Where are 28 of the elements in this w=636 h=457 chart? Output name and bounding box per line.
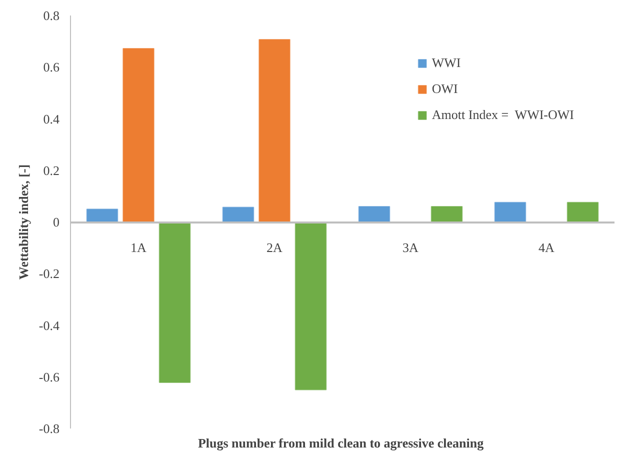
bar <box>566 202 599 222</box>
y-tick-label: -0.2 <box>38 266 60 282</box>
bar <box>222 206 254 222</box>
y-tick-label: 0.2 <box>43 162 60 178</box>
y-tick-label: -0.4 <box>38 318 60 333</box>
y-tick-label: -0.6 <box>38 369 60 384</box>
bar <box>294 222 327 390</box>
y-tick-label: 0 <box>53 214 60 230</box>
y-tick-label: 0.6 <box>43 60 60 75</box>
y-tick-label: 0.4 <box>43 111 60 126</box>
x-axis-title: Plugs number from mild clean to agressive cleaning <box>198 436 484 450</box>
x-tick-label: 2A <box>266 240 284 255</box>
bar <box>122 48 154 222</box>
x-tick-label: 4A <box>538 240 556 255</box>
y-axis-title: Wettability index, [-] <box>16 164 31 280</box>
legend-label: WWI <box>432 55 461 71</box>
bar <box>494 202 526 222</box>
bar <box>158 222 191 384</box>
bar <box>86 208 118 222</box>
y-tick-label: -0.8 <box>38 421 60 436</box>
bar <box>430 206 463 222</box>
x-tick-label: 1A <box>130 240 148 255</box>
x-tick-label: 3A <box>402 240 420 255</box>
legend-label: OWI <box>432 81 458 97</box>
bar <box>358 206 390 222</box>
bar <box>258 39 290 222</box>
y-tick-label: 0.8 <box>43 8 60 23</box>
legend-label: Amott Index = WWI-OWI <box>432 107 574 123</box>
